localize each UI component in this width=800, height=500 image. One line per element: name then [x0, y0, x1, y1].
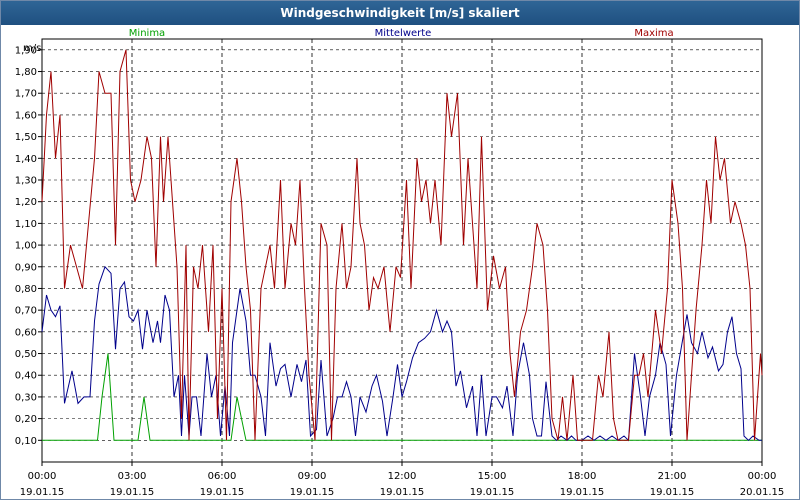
y-tick-label: 1,90	[15, 45, 37, 56]
x-tick-date: 19.01.15	[380, 487, 425, 498]
y-tick-label: 1,40	[15, 154, 37, 165]
legend-item-mittelwerte: Mittelwerte	[375, 28, 432, 39]
window-title: Windgeschwindigkeit [m/s] skaliert	[1, 1, 799, 25]
series-line-maxima	[41, 49, 763, 441]
x-tick-date: 19.01.15	[290, 487, 335, 498]
y-tick-label: 0,20	[15, 414, 37, 425]
legend-item-maxima: Maxima	[634, 28, 673, 39]
x-tick-time: 15:00	[478, 471, 507, 482]
x-tick-time: 18:00	[568, 471, 597, 482]
y-tick-label: 1,20	[15, 197, 37, 208]
y-tick-label: 1,30	[15, 176, 37, 187]
x-tick-time: 03:00	[118, 471, 147, 482]
x-tick-time: 00:00	[748, 471, 777, 482]
y-tick-label: 1,60	[15, 110, 37, 121]
y-tick-label: 0,50	[15, 349, 37, 360]
y-tick-label: 0,70	[15, 306, 37, 317]
x-tick-time: 09:00	[298, 471, 327, 482]
y-tick-label: 1,50	[15, 132, 37, 143]
y-tick-label: 1,00	[15, 241, 37, 252]
y-tick-label: 1,80	[15, 67, 37, 78]
y-axis-label: m/s	[23, 43, 41, 54]
x-tick-time: 12:00	[388, 471, 417, 482]
x-tick-date: 19.01.15	[470, 487, 515, 498]
x-tick-date: 19.01.15	[650, 487, 695, 498]
y-tick-label: 0,30	[15, 392, 37, 403]
y-tick-label: 1,10	[15, 219, 37, 230]
y-tick-label: 0,40	[15, 371, 37, 382]
y-tick-label: 1,70	[15, 89, 37, 100]
legend-item-minima: Minima	[129, 28, 165, 39]
x-tick-time: 21:00	[658, 471, 687, 482]
series-line-mittelwerte	[41, 265, 762, 442]
x-tick-date: 20.01.15	[740, 487, 785, 498]
x-tick-date: 19.01.15	[110, 487, 155, 498]
y-tick-label: 0,90	[15, 262, 37, 273]
x-tick-date: 19.01.15	[20, 487, 65, 498]
y-tick-label: 0,80	[15, 284, 37, 295]
x-tick-time: 00:00	[28, 471, 57, 482]
y-tick-label: 0,10	[15, 436, 37, 447]
x-tick-time: 06:00	[208, 471, 237, 482]
x-tick-date: 19.01.15	[200, 487, 245, 498]
series-line-minima	[42, 353, 762, 441]
x-tick-date: 19.01.15	[560, 487, 605, 498]
y-tick-label: 0,60	[15, 327, 37, 338]
